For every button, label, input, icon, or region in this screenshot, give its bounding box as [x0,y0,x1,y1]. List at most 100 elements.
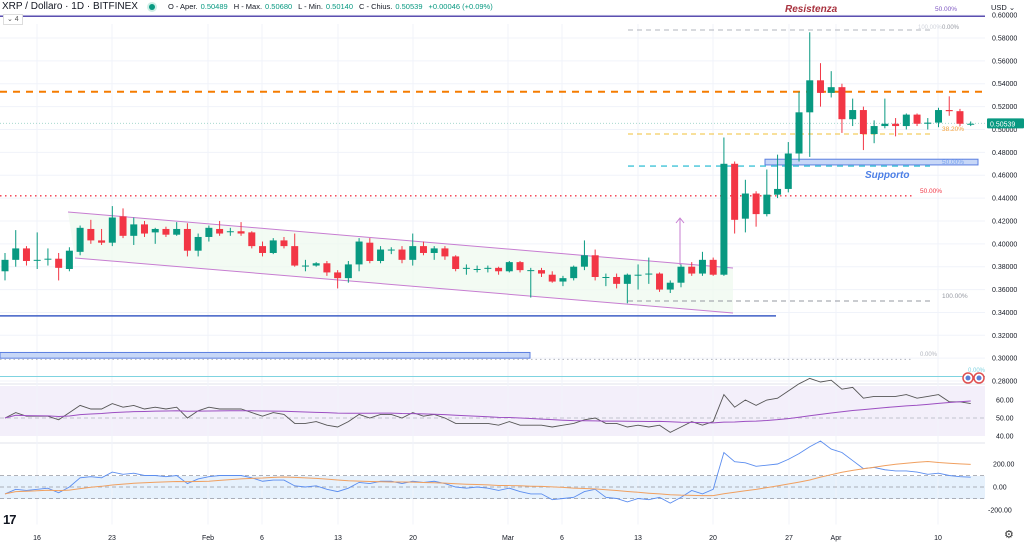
candle[interactable] [462,267,470,269]
candle[interactable] [409,246,417,260]
candle[interactable] [301,265,309,267]
candle[interactable] [119,216,127,236]
candle[interactable] [816,80,824,93]
candle[interactable] [323,263,331,273]
candle[interactable] [441,248,449,257]
candle[interactable] [902,114,910,127]
candle[interactable] [548,274,556,282]
symbol-title[interactable]: XRP / Dollaro · 1D · BITFINEX [2,1,138,12]
candle[interactable] [430,248,438,253]
candle[interactable] [924,122,932,124]
candle[interactable] [763,194,771,215]
candle[interactable] [570,266,578,279]
candle[interactable] [334,272,342,279]
candle[interactable] [291,246,299,266]
candle[interactable] [881,123,889,127]
candle[interactable] [226,231,234,233]
candle[interactable] [130,224,138,236]
candle[interactable] [656,273,664,290]
candle[interactable] [205,227,213,237]
candle[interactable] [538,270,545,274]
candle[interactable] [859,110,867,135]
candle[interactable] [495,267,503,272]
candle[interactable] [623,274,631,284]
candle[interactable] [838,87,846,120]
candle[interactable] [613,276,621,284]
candle[interactable] [398,249,406,260]
candle[interactable] [806,80,814,113]
candle[interactable] [269,240,277,253]
candle[interactable] [151,228,159,233]
candle[interactable] [183,228,191,251]
candle[interactable] [784,153,792,189]
candle[interactable] [248,232,256,247]
candle[interactable] [591,255,599,277]
candle[interactable] [44,258,52,260]
indicators-collapse-button[interactable]: ⌄ 4 [3,14,23,25]
candle[interactable] [216,228,224,234]
candle[interactable] [344,264,352,279]
candle[interactable] [162,228,170,235]
candle[interactable] [140,224,148,234]
candle[interactable] [33,259,41,261]
candle[interactable] [55,258,63,268]
candle[interactable] [677,266,685,283]
candle[interactable] [473,268,481,270]
candle[interactable] [967,123,975,125]
candle[interactable] [634,274,642,276]
candle[interactable] [945,110,953,112]
candle[interactable] [259,246,267,253]
price-axis[interactable] [985,0,1024,544]
candle[interactable] [580,255,588,267]
candle[interactable] [484,267,492,269]
candle[interactable] [173,228,181,235]
candle[interactable] [516,262,524,271]
candle[interactable] [12,248,20,260]
candle[interactable] [870,126,878,135]
candle[interactable] [849,110,857,120]
candle[interactable] [795,112,803,154]
support-zone[interactable] [764,158,979,166]
candle[interactable] [355,241,363,265]
gear-icon[interactable]: ⚙ [1004,529,1014,541]
candle[interactable] [87,228,95,241]
currency-dropdown[interactable]: USD ⌄ [991,3,1016,12]
candle[interactable] [559,278,567,282]
candle[interactable] [1,259,9,272]
candle[interactable] [527,270,535,272]
candle[interactable] [956,111,964,124]
lower-zone[interactable] [0,351,531,359]
candle[interactable] [698,259,706,274]
candle[interactable] [366,242,374,261]
candle[interactable] [387,249,395,251]
candle[interactable] [312,263,320,266]
candle[interactable] [65,250,73,269]
candle[interactable] [419,246,427,253]
candle[interactable] [752,193,760,215]
candle[interactable] [827,87,835,93]
candle[interactable] [280,240,288,247]
candle[interactable] [892,123,900,127]
candle[interactable] [666,282,674,290]
candle[interactable] [935,110,943,123]
candle[interactable] [505,262,513,272]
candle[interactable] [913,114,921,124]
candle[interactable] [720,163,728,275]
candle[interactable] [98,240,106,243]
candle[interactable] [602,276,610,278]
candle[interactable] [22,248,30,261]
candle[interactable] [108,217,116,243]
candle[interactable] [237,231,245,234]
tradingview-logo[interactable]: 17 [3,512,17,527]
candle[interactable] [76,227,84,252]
candle[interactable] [731,163,739,220]
candle[interactable] [377,249,385,261]
candle[interactable] [688,266,696,274]
candle[interactable] [194,236,202,251]
candle[interactable] [774,188,782,195]
candle[interactable] [645,273,653,275]
candle[interactable] [741,193,749,219]
candle[interactable] [452,256,460,269]
candle[interactable] [709,259,717,275]
